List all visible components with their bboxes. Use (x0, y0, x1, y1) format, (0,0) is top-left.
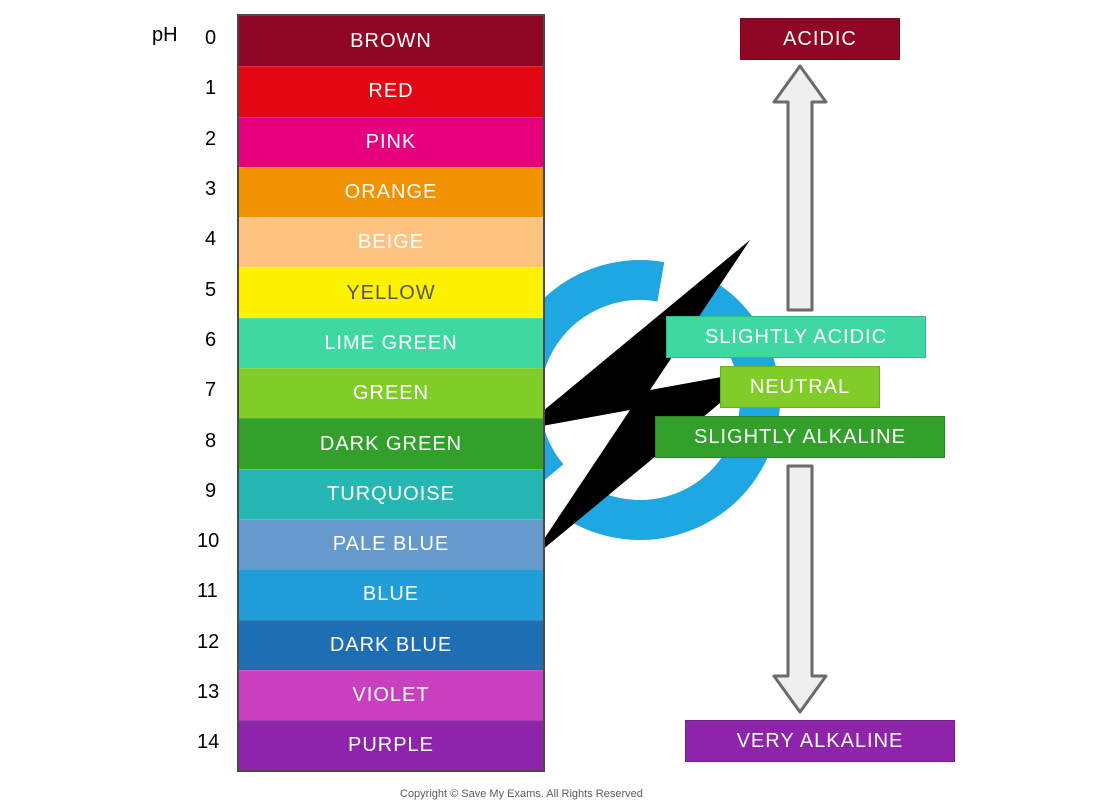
category-label: SLIGHTLY ACIDIC (705, 326, 887, 349)
category-neutral: NEUTRAL (720, 366, 880, 408)
category-label: ACIDIC (783, 28, 857, 51)
category-label: SLIGHTLY ALKALINE (694, 426, 906, 449)
category-very-alkaline: VERY ALKALINE (685, 720, 955, 762)
category-slightly-acidic: SLIGHTLY ACIDIC (666, 316, 926, 358)
ph-scale-diagram: pH 01234567891011121314 BROWNREDPINKORAN… (0, 0, 1100, 809)
category-slightly-alkaline: SLIGHTLY ALKALINE (655, 416, 945, 458)
category-label: NEUTRAL (750, 376, 850, 399)
arrow-down (0, 0, 1100, 809)
category-label: VERY ALKALINE (737, 730, 904, 753)
category-acidic: ACIDIC (740, 18, 900, 60)
